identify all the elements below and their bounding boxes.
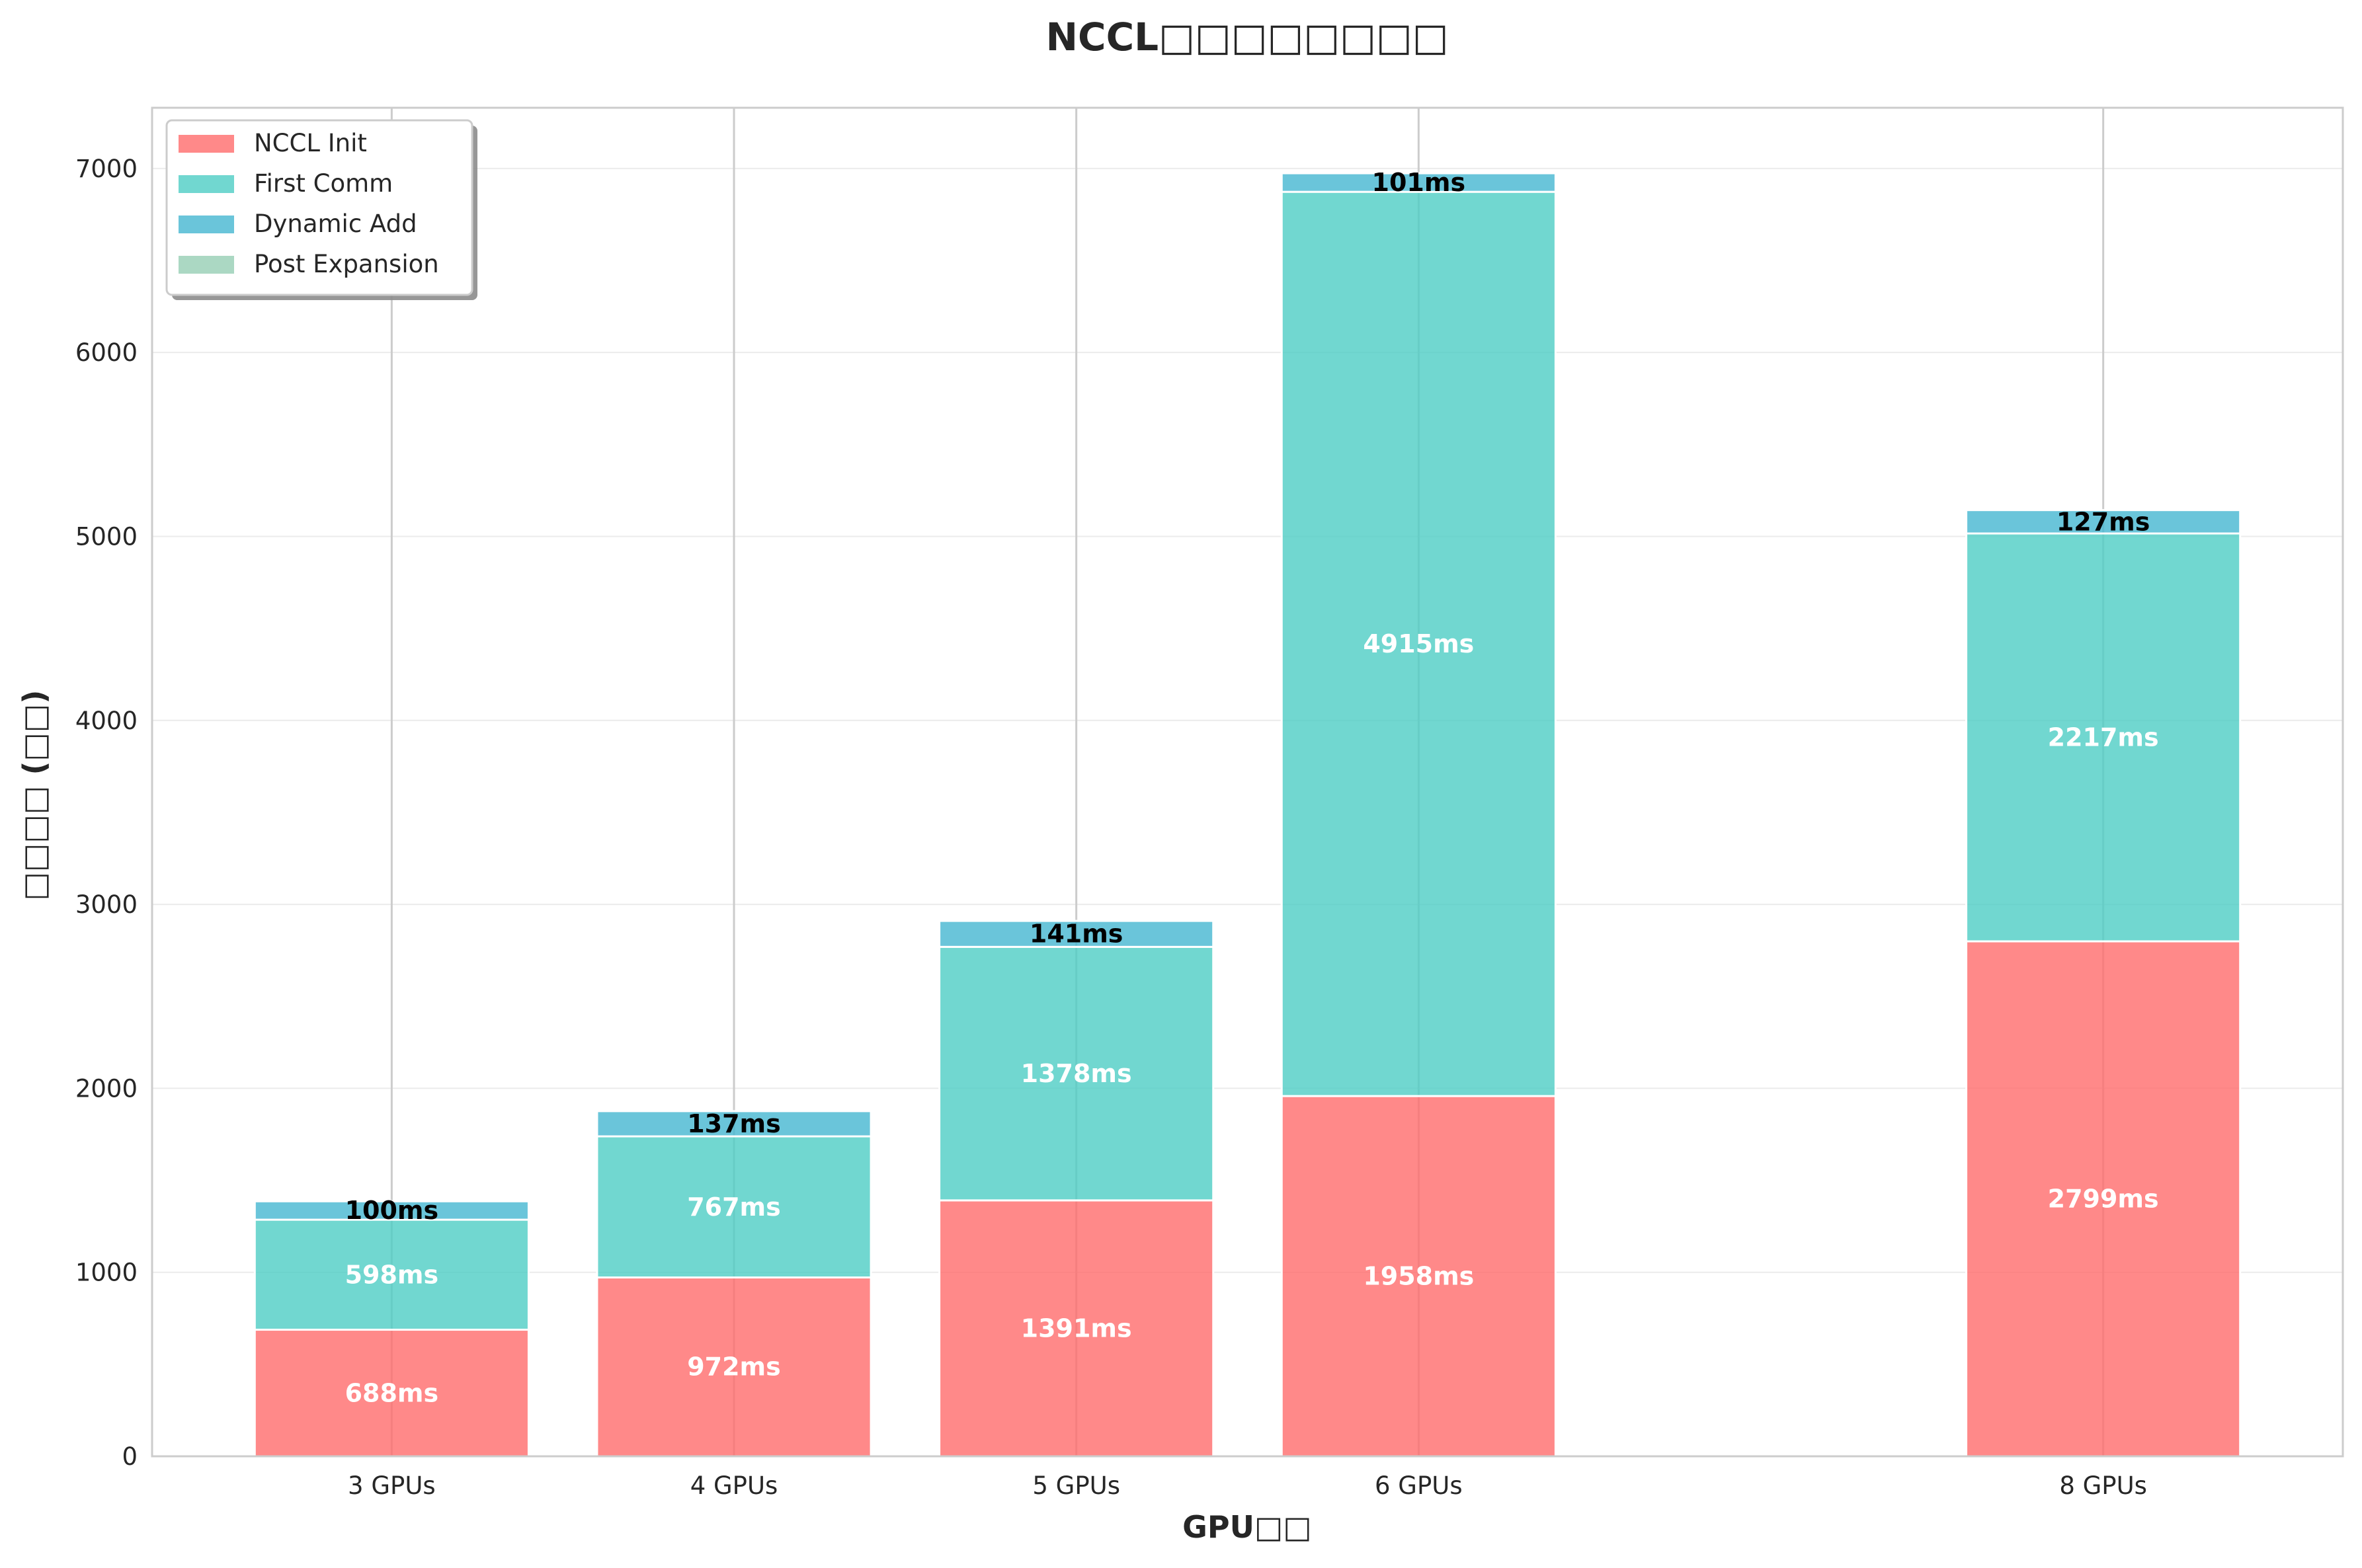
legend-label: First Comm	[254, 169, 393, 198]
bar-segment	[1965, 532, 2242, 943]
y-tick-label: 6000	[75, 338, 138, 367]
legend-swatch	[179, 175, 234, 193]
y-tick-label: 0	[122, 1442, 138, 1471]
bar-segment	[1965, 940, 2242, 1458]
bar-value-label: 141ms	[1030, 920, 1123, 949]
bar-segment	[1280, 172, 1557, 193]
bar-value-label: 137ms	[687, 1109, 781, 1138]
bars	[253, 172, 2242, 1458]
bar-segment	[253, 1218, 530, 1331]
bar-segment	[1280, 1095, 1557, 1458]
legend-label: NCCL Init	[254, 129, 367, 157]
bar-value-label: 2217ms	[2048, 723, 2159, 752]
bar-segment	[938, 1199, 1215, 1458]
bar-value-label: 688ms	[345, 1378, 439, 1407]
y-tick-label: 5000	[75, 522, 138, 551]
x-axis-title: GPU□□	[1182, 1509, 1312, 1545]
x-tick-label: 8 GPUs	[2059, 1471, 2147, 1500]
bar-segment	[253, 1329, 530, 1458]
plot-frame	[151, 106, 2344, 1458]
bar-value-label: 4915ms	[1363, 629, 1474, 658]
bar-segment	[938, 945, 1215, 1202]
bar-value-label: 100ms	[345, 1196, 439, 1225]
legend-swatch	[179, 256, 234, 274]
bar-segment	[596, 1135, 872, 1278]
legend-label: Dynamic Add	[254, 210, 417, 238]
x-tick-label: 5 GPUs	[1032, 1471, 1120, 1500]
x-tick-label: 6 GPUs	[1375, 1471, 1463, 1500]
bar-value-label: 767ms	[687, 1193, 781, 1222]
bar-value-label: 127ms	[2057, 507, 2150, 536]
axes: 0 1000 2000 3000 4000 5000 6000 7000 3 GPUs 4 GPU…	[75, 106, 2344, 1500]
x-tick-label: 3 GPUs	[348, 1471, 436, 1500]
bar-value-label: 972ms	[687, 1352, 781, 1382]
bar-value-labels: 688ms 598ms 100ms 972ms 767ms 137ms 1391ms 1378…	[345, 168, 2159, 1407]
bar-value-label: 101ms	[1372, 168, 1466, 197]
bar-segment	[253, 1200, 530, 1221]
y-tick-label: 4000	[75, 707, 138, 735]
bar-segment	[596, 1110, 872, 1138]
y-axis-title: □□□□ (□□)	[17, 690, 52, 901]
legend-box	[165, 119, 473, 296]
chart-title: NCCL□□□□□□□□	[1045, 15, 1448, 59]
bar-segment	[1280, 190, 1557, 1097]
bar-value-label: 2799ms	[2048, 1185, 2159, 1214]
bar-segment	[938, 920, 1215, 948]
bar-value-label: 1391ms	[1021, 1313, 1132, 1343]
legend-label: Post Expansion	[254, 250, 439, 278]
legend-swatch	[179, 135, 234, 153]
y-tick-label: 2000	[75, 1074, 138, 1103]
y-tick-label: 7000	[75, 155, 138, 183]
y-tick-label: 3000	[75, 890, 138, 919]
bar-segment	[1965, 509, 2242, 535]
legend: NCCL Init First Comm Dynamic Add Post Expan…	[165, 119, 477, 300]
bar-value-label: 1958ms	[1363, 1262, 1474, 1291]
x-tick-label: 4 GPUs	[690, 1471, 778, 1500]
bar-value-label: 1378ms	[1021, 1059, 1132, 1088]
bar-value-label: 598ms	[345, 1260, 439, 1289]
y-tick-label: 1000	[75, 1259, 138, 1287]
bar-segment	[596, 1276, 872, 1458]
legend-swatch	[179, 216, 234, 233]
